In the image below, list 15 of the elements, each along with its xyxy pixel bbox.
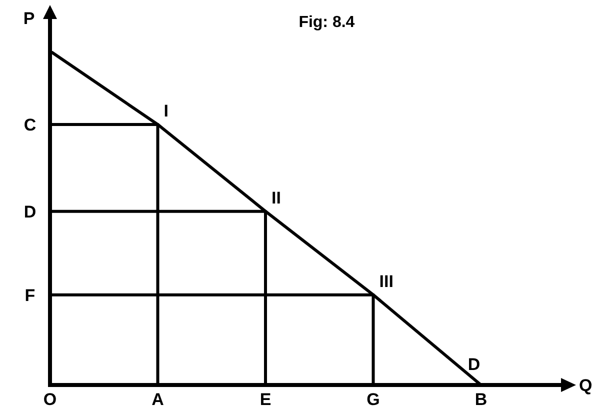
x-tick-label: E (260, 390, 272, 410)
x-tick-label: G (366, 390, 380, 410)
annotation: D (24, 202, 36, 222)
annotation: F (24, 286, 36, 305)
x-tick-label: A (152, 390, 164, 410)
annotation: C (24, 115, 36, 134)
x-tick-label: B (474, 390, 488, 410)
y-axis-title: P (23, 9, 35, 28)
annotation: II (272, 188, 281, 208)
chart-title: Fig: 8.4 (298, 14, 355, 31)
annotation: I (164, 101, 168, 120)
x-tick-label: O (43, 390, 57, 410)
annotation: III (379, 272, 394, 291)
x-axis-title: Q (579, 376, 592, 395)
annotation: D (468, 355, 480, 374)
